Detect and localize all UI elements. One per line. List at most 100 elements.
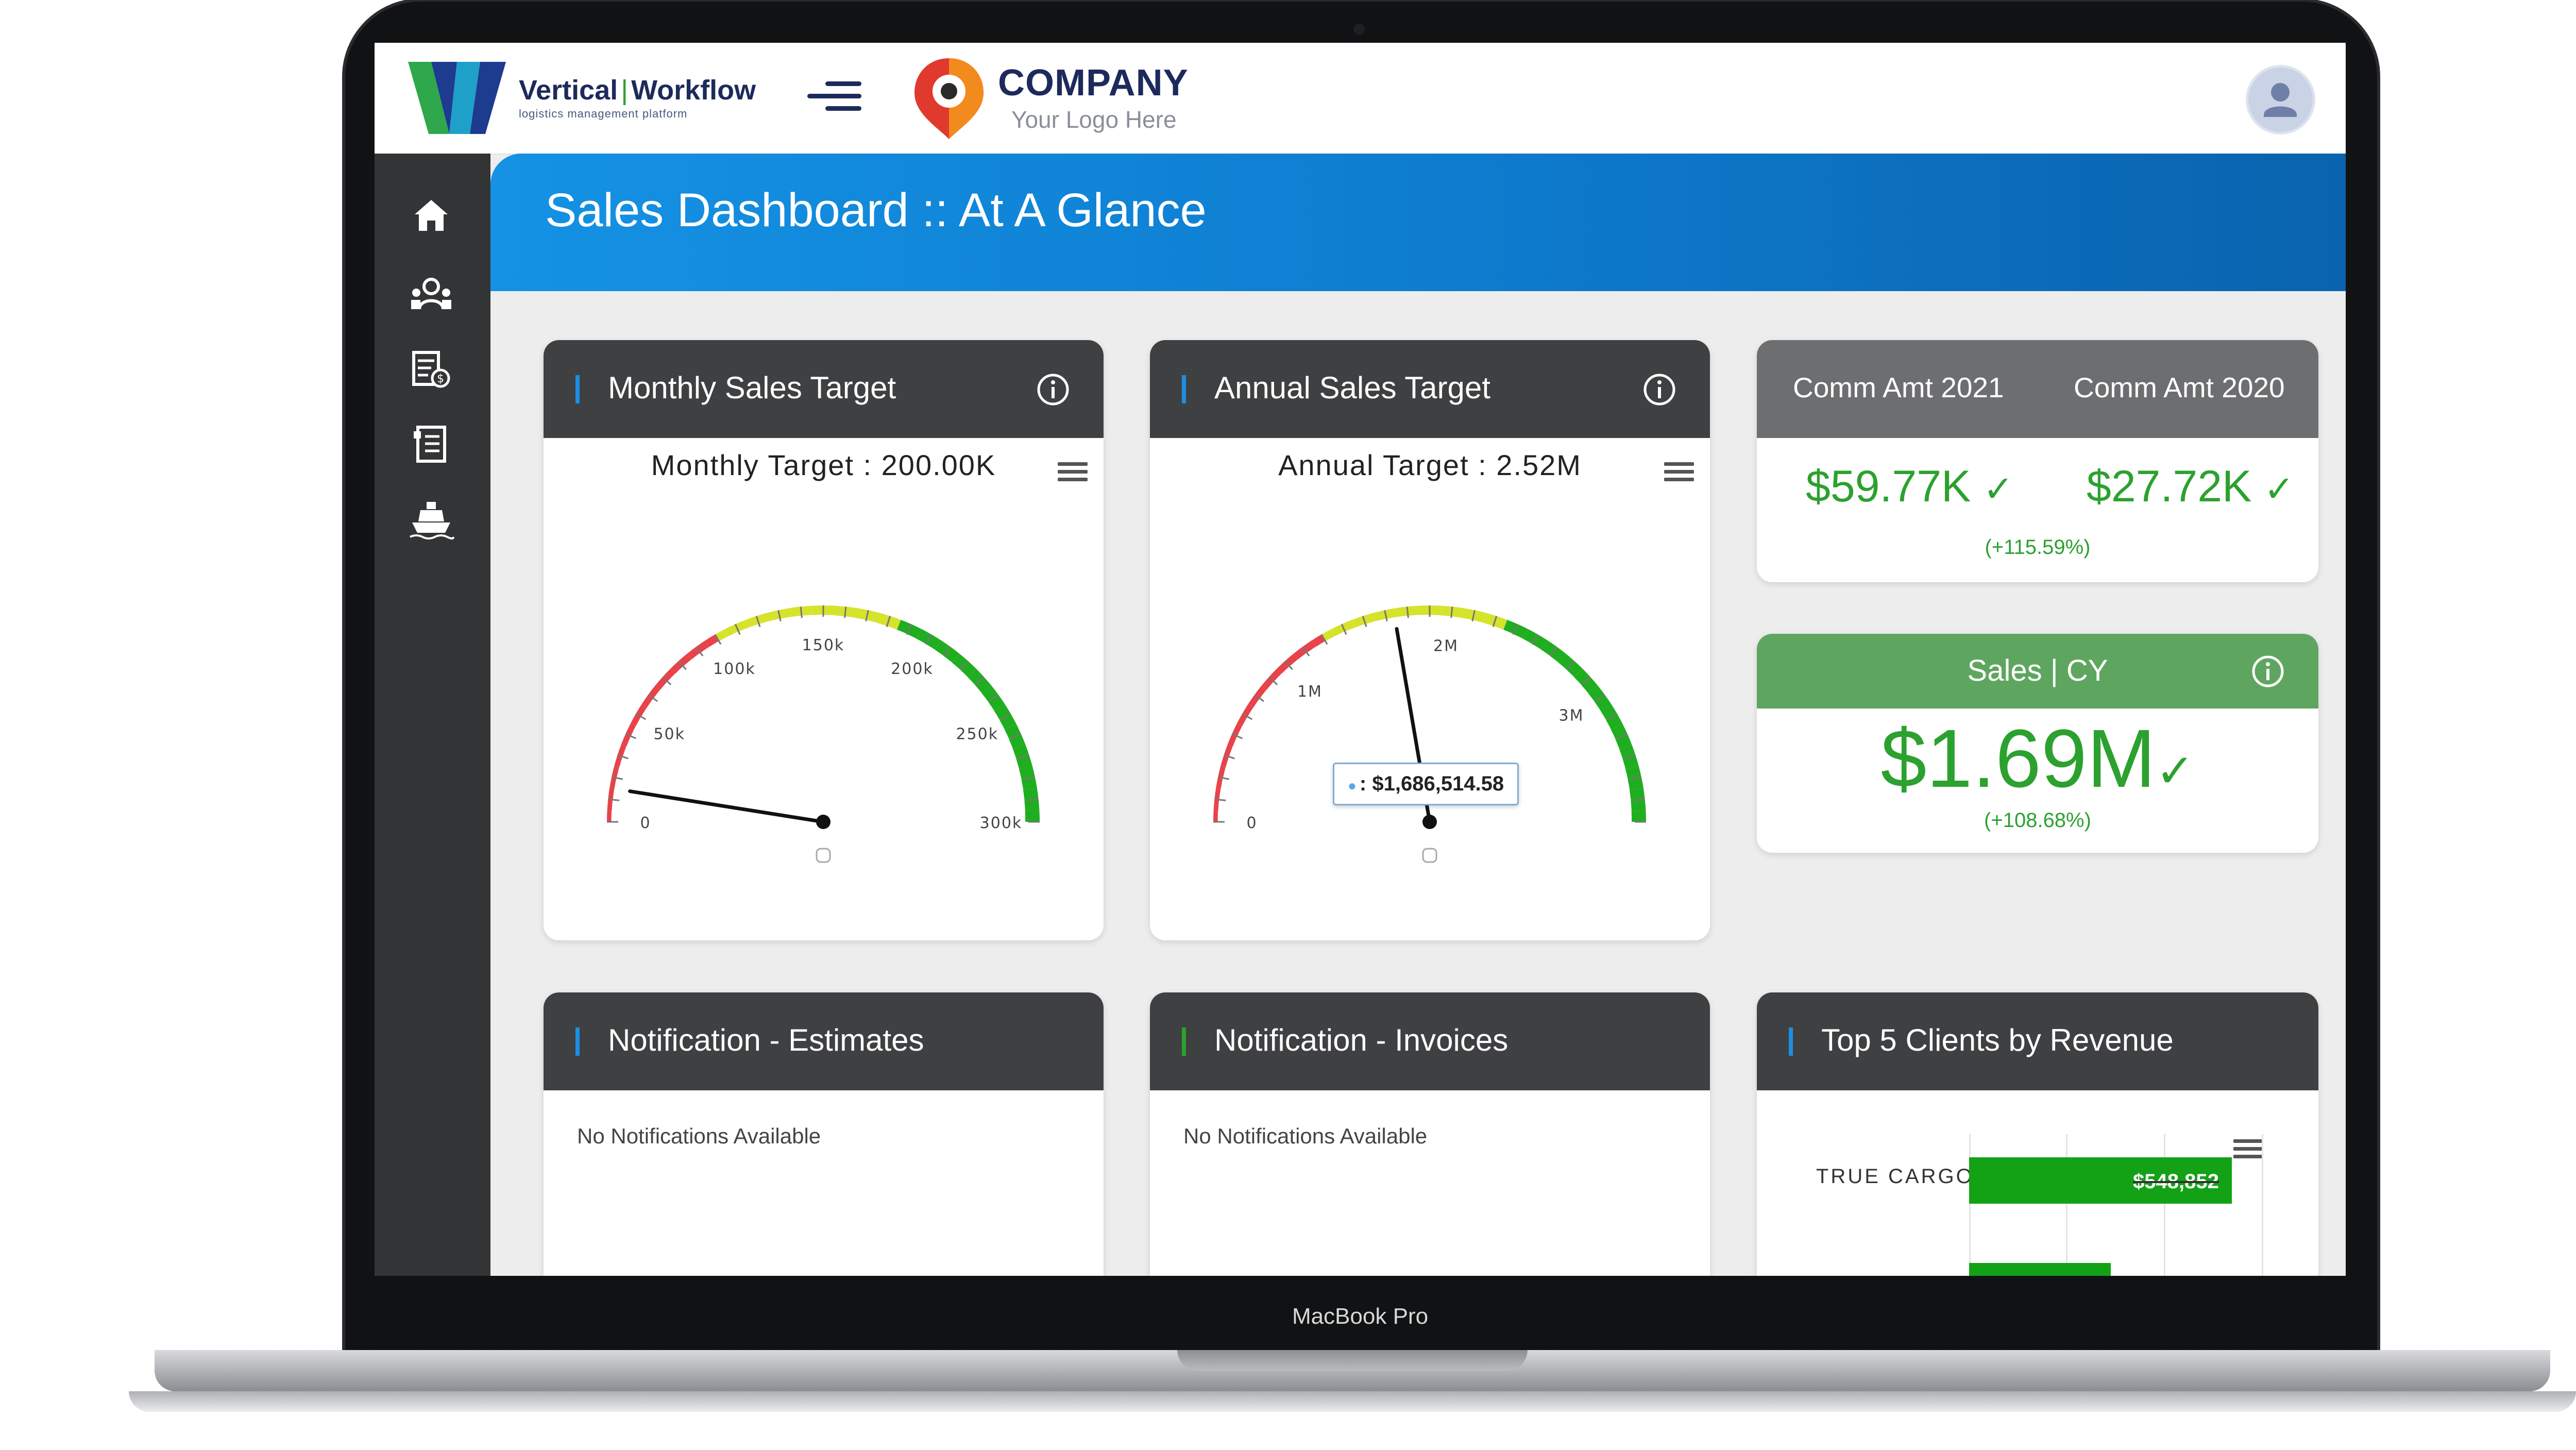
- gauge-band-segment: [1342, 619, 1355, 632]
- gauge-band-segment: [1216, 777, 1223, 789]
- gauge-tick-label: 250k: [956, 726, 998, 744]
- gauge-band-segment: [1625, 766, 1641, 780]
- gauge-tick: [1450, 606, 1453, 618]
- commission-card: Comm Amt 2021 Comm Amt 2020 $59.77K ✓ $2…: [1757, 340, 2318, 582]
- gauge-tooltip: ●: $1,686,514.58: [1333, 763, 1519, 805]
- gauge-tick-label: 0: [1246, 814, 1257, 832]
- user-avatar[interactable]: [2246, 65, 2315, 134]
- gauge-band-segment: [981, 685, 998, 702]
- gauge-band-segment: [630, 714, 641, 727]
- gauge-band-segment: [1331, 624, 1345, 636]
- gauge-band-segment: [1418, 605, 1430, 615]
- comm-2020-value: $27.72K ✓: [2087, 462, 2294, 511]
- documents-icon[interactable]: [400, 414, 462, 476]
- gauge-band-segment: [1293, 647, 1307, 660]
- sales-value: $1.69M✓: [1880, 712, 2195, 804]
- gauge-band-segment: [855, 608, 869, 620]
- menu-toggle-icon[interactable]: [807, 81, 861, 112]
- client-bar[interactable]: [1969, 1263, 2111, 1276]
- gauge-tick: [714, 634, 722, 645]
- info-icon[interactable]: [1642, 373, 1676, 407]
- gauge-handle: [816, 848, 831, 863]
- annual-target-label: Annual Target : 2.52M: [1278, 449, 1582, 481]
- shipping-icon[interactable]: [400, 488, 462, 550]
- gauge-band-segment: [1574, 669, 1591, 685]
- gauge-needle: [628, 789, 825, 824]
- gauge-band-segment: [960, 661, 976, 678]
- card-title: Notification - Invoices: [1214, 1023, 1509, 1057]
- info-icon[interactable]: [2251, 654, 2285, 688]
- gauge-handle: [1422, 848, 1437, 863]
- gauge-tick: [1581, 676, 1591, 685]
- accent-bar: [575, 1027, 580, 1056]
- gauge-band-segment: [1312, 634, 1326, 647]
- comm-2021-value: $59.77K ✓: [1806, 462, 2013, 511]
- gauge-band-segment: [988, 695, 1005, 711]
- card-header: Monthly Sales Target: [544, 340, 1104, 438]
- gauge-band-segment: [1430, 605, 1441, 615]
- gauge-band-segment: [767, 610, 781, 621]
- gauge-band-segment: [834, 605, 846, 616]
- info-icon[interactable]: [1036, 373, 1070, 407]
- gauge-band-segment: [1019, 766, 1035, 780]
- gauge-band-segment: [725, 624, 739, 636]
- card-title: Monthly Sales Target: [608, 370, 896, 405]
- gauge-band-segment: [1021, 777, 1037, 790]
- laptop-base-shadow: [129, 1391, 2576, 1412]
- home-icon[interactable]: [400, 184, 462, 246]
- gauge-tick: [608, 798, 620, 801]
- gauge-band-segment: [812, 605, 823, 615]
- client-label: TRUE CARGO: [1816, 1165, 1974, 1188]
- gauge-tick: [1018, 754, 1029, 760]
- page-title: Sales Dashboard :: At A Glance: [545, 184, 1207, 237]
- gauge-band-segment: [907, 624, 922, 639]
- customers-icon[interactable]: [400, 262, 462, 324]
- gauge-tick: [677, 660, 687, 670]
- grid-line: [2066, 1134, 2067, 1276]
- gauge-tick: [1566, 660, 1575, 670]
- company-logo: COMPANY Your Logo Here: [910, 54, 1189, 142]
- gauge-tick: [611, 776, 623, 780]
- gauge-band-segment: [1374, 610, 1387, 621]
- gauge-band-segment: [1631, 799, 1646, 812]
- vertical-workflow-logo-icon: [408, 62, 506, 134]
- gauge-band-segment: [1566, 661, 1583, 678]
- gauge-tick: [662, 676, 672, 685]
- gauge-tick-label: 150k: [802, 636, 845, 654]
- svg-text:$: $: [437, 373, 444, 385]
- gauge-tick: [886, 616, 891, 627]
- gauge-band-segment: [1407, 605, 1419, 616]
- gauge-tick: [1606, 713, 1618, 720]
- gauge-band-segment: [866, 610, 879, 623]
- chart-menu-icon[interactable]: [1664, 462, 1694, 483]
- gauge-band-segment: [1513, 624, 1528, 639]
- gauge-band-segment: [968, 669, 985, 685]
- gauge-band-segment: [1024, 799, 1040, 812]
- sidebar: $: [375, 154, 490, 1276]
- gauge-tick: [1320, 634, 1328, 645]
- empty-message: No Notifications Available: [577, 1124, 821, 1148]
- gauge-tick: [1624, 754, 1636, 760]
- chart-menu-icon[interactable]: [2233, 1139, 2263, 1160]
- gauge-band-segment: [1227, 734, 1238, 747]
- gauge-tick-label: 0: [640, 814, 651, 832]
- gauge-band-segment: [1472, 610, 1486, 623]
- client-bar[interactable]: [1969, 1157, 2232, 1204]
- empty-message: No Notifications Available: [1183, 1124, 1428, 1148]
- gauge-band-segment: [614, 755, 623, 767]
- comm-change: (+115.59%): [1985, 536, 2091, 559]
- brand-logo[interactable]: Vertical | Workflow logistics management p…: [408, 54, 756, 142]
- laptop-notch: [1177, 1350, 1528, 1371]
- annual-gauge: 0 1M 2M 3M: [1213, 605, 1646, 863]
- gauge-band-segment: [1483, 613, 1497, 626]
- chart-menu-icon[interactable]: [1058, 462, 1088, 483]
- billing-icon[interactable]: $: [400, 339, 462, 401]
- gauge-tick: [943, 646, 952, 656]
- card-header: Notification - Estimates: [544, 992, 1104, 1090]
- gauge-band-segment: [975, 677, 992, 694]
- gauge-tick: [1633, 798, 1645, 801]
- gauge-tick-label: 200k: [891, 660, 934, 678]
- user-icon: [2264, 83, 2297, 117]
- gauge-tick: [1224, 754, 1235, 760]
- gauge-band-segment: [1606, 714, 1623, 730]
